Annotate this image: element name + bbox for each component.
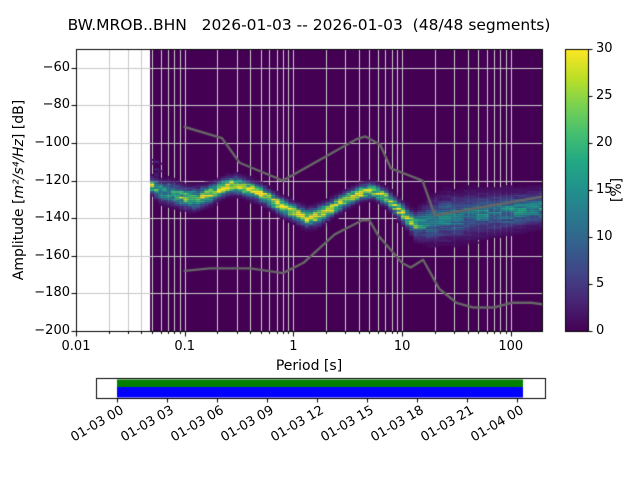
x-tick-label: 10 [393,339,411,354]
x-tick-label: 1 [289,339,298,354]
y-tick-label: −100 [34,135,70,150]
y-tick-label: −120 [34,172,70,188]
y-tick-label: −180 [34,285,70,301]
colorbar-tick-label: 10 [596,229,613,244]
y-tick-label: −160 [34,247,70,263]
y-tick-label: −200 [34,323,70,338]
colorbar-tick-label: 15 [596,182,613,197]
colorbar-tick-label: 0 [596,323,605,338]
colorbar-tick-label: 5 [596,276,605,291]
y-axis-label-suffix: ] [dB] [11,99,27,140]
x-axis-label: Period [s] [275,358,343,374]
y-tick-label: −140 [34,210,70,226]
y-tick-label: −60 [42,59,70,75]
colorbar-tick-label: 30 [596,41,613,56]
colorbar-tick-label: 20 [596,135,613,150]
x-tick-label: 100 [498,339,524,354]
y-tick-label: −80 [42,97,70,113]
colorbar-tick-label: 25 [596,88,613,103]
plot-title: BW.MROB..BHN 2026-01-03 -- 2026-01-03 (4… [67,16,551,34]
y-axis-label-prefix: Amplitude [ [11,198,27,281]
y-axis-label-units: m²/s⁴/Hz [11,139,27,199]
x-tick-label: 0.01 [61,339,91,354]
x-tick-label: 0.1 [174,339,196,354]
